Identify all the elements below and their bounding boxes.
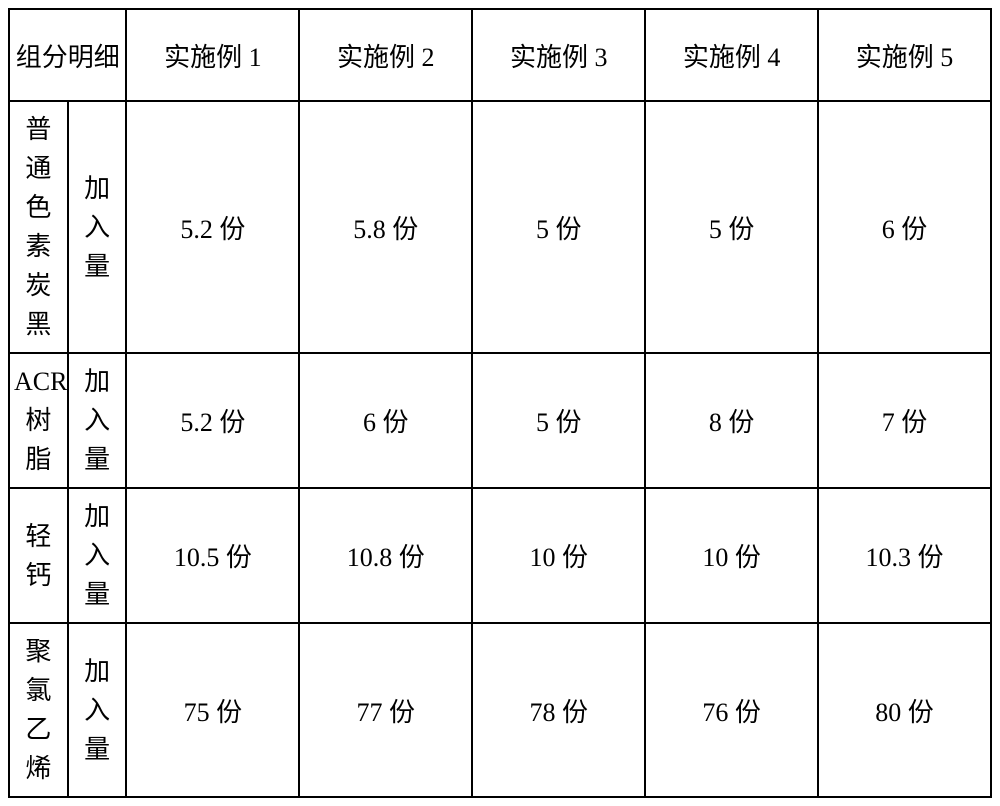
component-line: 色素 <box>14 188 63 266</box>
attribute-cell: 加入 量 <box>68 101 127 353</box>
attribute-cell: 加入 量 <box>68 353 127 488</box>
component-line: 轻钙 <box>14 517 63 595</box>
value-cell: 8 份 <box>645 353 818 488</box>
value-cell: 5.8 份 <box>299 101 472 353</box>
value-cell: 5.2 份 <box>126 101 299 353</box>
component-name-cell: 聚氯 乙烯 <box>9 623 68 797</box>
value-cell: 76 份 <box>645 623 818 797</box>
value-cell: 5 份 <box>472 101 645 353</box>
table-row: 普通 色素 炭黑 加入 量 5.2 份 5.8 份 5 份 5 份 6 份 <box>9 101 991 353</box>
table-row: 轻钙 加入 量 10.5 份 10.8 份 10 份 10 份 10.3 份 <box>9 488 991 623</box>
component-line: 聚氯 <box>14 632 63 710</box>
table-header-row: 组分明细 实施例 1 实施例 2 实施例 3 实施例 4 实施例 5 <box>9 9 991 101</box>
attr-line: 量 <box>73 247 122 286</box>
value-cell: 10.3 份 <box>818 488 991 623</box>
component-line: 普通 <box>14 110 63 188</box>
component-line: 炭黑 <box>14 266 63 344</box>
component-name-cell: 轻钙 <box>9 488 68 623</box>
value-cell: 5.2 份 <box>126 353 299 488</box>
header-example-1: 实施例 1 <box>126 9 299 101</box>
value-cell: 6 份 <box>299 353 472 488</box>
value-cell: 6 份 <box>818 101 991 353</box>
header-component-detail: 组分明细 <box>9 9 126 101</box>
header-example-5: 实施例 5 <box>818 9 991 101</box>
value-cell: 5 份 <box>645 101 818 353</box>
component-name-cell: 普通 色素 炭黑 <box>9 101 68 353</box>
attribute-cell: 加入 量 <box>68 488 127 623</box>
attr-line: 加入 <box>73 362 122 440</box>
attr-line: 量 <box>73 730 122 769</box>
value-cell: 10 份 <box>472 488 645 623</box>
value-cell: 10 份 <box>645 488 818 623</box>
composition-table: 组分明细 实施例 1 实施例 2 实施例 3 实施例 4 实施例 5 普通 色素… <box>8 8 992 798</box>
table-row: 聚氯 乙烯 加入 量 75 份 77 份 78 份 76 份 80 份 <box>9 623 991 797</box>
header-example-3: 实施例 3 <box>472 9 645 101</box>
attr-line: 量 <box>73 440 122 479</box>
attr-line: 加入 <box>73 497 122 575</box>
table-row: ACR 树脂 加入 量 5.2 份 6 份 5 份 8 份 7 份 <box>9 353 991 488</box>
value-cell: 5 份 <box>472 353 645 488</box>
attribute-cell: 加入 量 <box>68 623 127 797</box>
attr-line: 加入 <box>73 652 122 730</box>
value-cell: 77 份 <box>299 623 472 797</box>
value-cell: 75 份 <box>126 623 299 797</box>
value-cell: 7 份 <box>818 353 991 488</box>
value-cell: 80 份 <box>818 623 991 797</box>
header-example-4: 实施例 4 <box>645 9 818 101</box>
component-line: 乙烯 <box>14 710 63 788</box>
component-line: 树脂 <box>14 401 63 479</box>
attr-line: 加入 <box>73 169 122 247</box>
header-example-2: 实施例 2 <box>299 9 472 101</box>
component-name-cell: ACR 树脂 <box>9 353 68 488</box>
attr-line: 量 <box>73 575 122 614</box>
value-cell: 10.8 份 <box>299 488 472 623</box>
component-line: ACR <box>14 362 63 401</box>
value-cell: 10.5 份 <box>126 488 299 623</box>
value-cell: 78 份 <box>472 623 645 797</box>
